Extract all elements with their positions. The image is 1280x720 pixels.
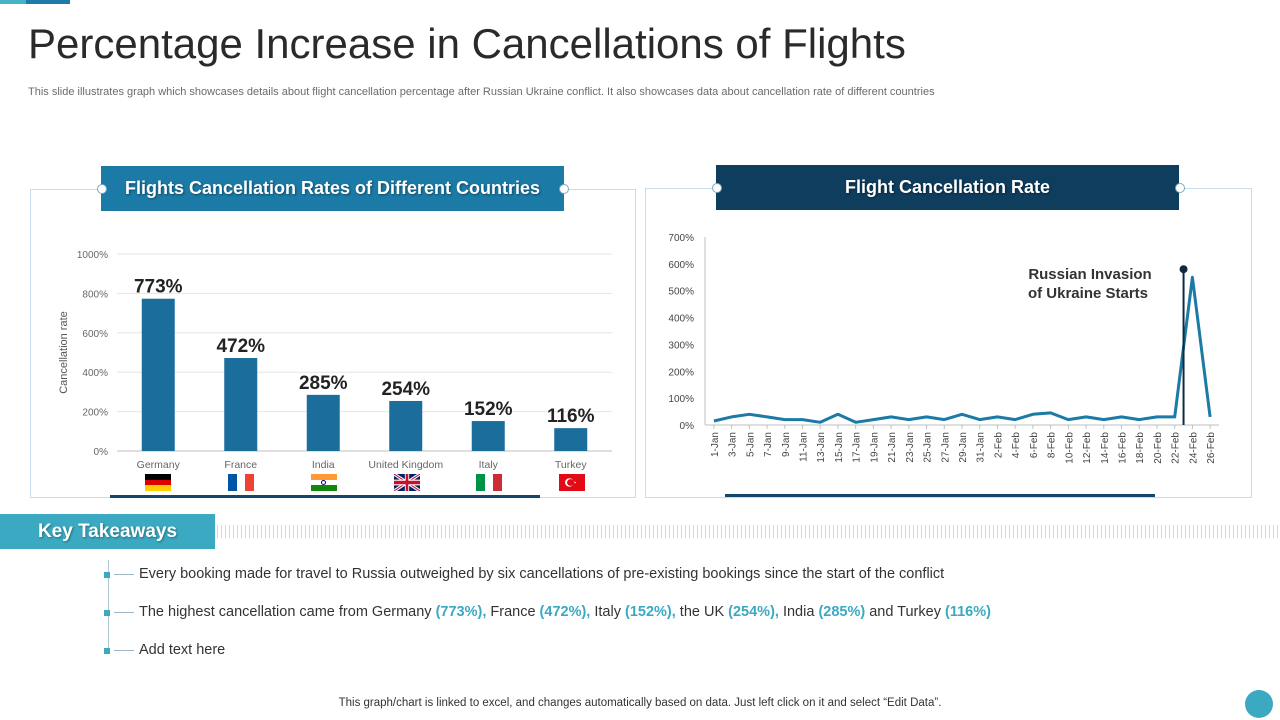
series-line [713,275,1212,424]
x-tick-label: 21-Jan [887,432,898,463]
key-takeaways-header: Key Takeaways [0,514,215,549]
y-tick-label: 500% [668,287,694,298]
x-tick-label: 26-Feb [1206,432,1217,464]
bar [554,428,588,451]
annotation-text-line1: Russian Invasion [1028,266,1151,283]
y-tick-label: 400% [668,314,694,325]
x-tick-label: United Kingdom [368,459,443,471]
x-tick-label: 29-Jan [958,432,969,463]
bar-chart-header: Flights Cancellation Rates of Different … [101,166,564,211]
header-dot-right [1175,183,1185,193]
annotation-marker [1179,265,1188,274]
header-dot-left [712,183,722,193]
italy-flag-icon [476,474,503,491]
france-flag-icon [228,474,255,491]
y-tick-label: 600% [82,329,108,340]
data-label: 472% [216,336,265,357]
bar [389,400,423,451]
x-tick-label: 25-Jan [923,432,934,463]
bullet-marker [104,648,110,654]
page-title: Percentage Increase in Cancellations of … [28,20,906,67]
y-tick-label: 800% [82,289,108,300]
takeaway-text: The highest cancellation came from Germa… [139,604,991,620]
takeaways-divider [217,525,1280,538]
x-tick-label: 12-Feb [1082,432,1093,464]
x-tick-label: 14-Feb [1100,432,1111,464]
x-tick-label: 18-Feb [1135,432,1146,464]
x-tick-label: 2-Feb [993,432,1004,459]
x-tick-label: 9-Jan [781,432,792,457]
y-axis-label: Cancellation rate [58,311,70,394]
x-tick-label: India [312,459,335,471]
data-label: 285% [299,373,348,394]
bar [306,394,340,451]
x-tick-label: 23-Jan [905,432,916,463]
header-dot-right [559,184,569,194]
x-tick-label: 16-Feb [1118,432,1129,464]
line-panel-bottom-line [725,494,1155,497]
y-tick-label: 700% [668,233,694,244]
turkey-flag-icon [559,474,585,491]
x-tick-label: Germany [137,459,181,471]
x-tick-label: 27-Jan [940,432,951,463]
y-tick-label: 1000% [77,250,108,261]
x-tick-label: Italy [479,459,499,471]
bar [224,358,258,451]
x-tick-label: 1-Jan [710,432,721,457]
data-label: 773% [134,277,183,298]
x-tick-label: 4-Feb [1011,432,1022,459]
x-tick-label: 17-Jan [852,432,863,463]
annotation-text-line2: of Ukraine Starts [1028,285,1148,302]
bullet-marker [104,572,110,578]
x-tick-label: 8-Feb [1047,432,1058,459]
x-tick-label: 6-Feb [1029,432,1040,459]
x-tick-label: 31-Jan [976,432,987,463]
corner-circle-decoration [1245,690,1273,718]
x-tick-label: 24-Feb [1188,432,1199,464]
x-tick-label: France [224,459,257,471]
y-tick-label: 100% [668,394,694,405]
x-tick-label: 19-Jan [869,432,880,463]
x-tick-label: 5-Jan [745,432,756,457]
line-chart-header: Flight Cancellation Rate [716,165,1179,210]
y-tick-label: 0% [680,421,695,432]
header-dot-left [97,184,107,194]
y-tick-label: 0% [94,447,109,458]
india-flag-icon [311,474,337,491]
y-tick-label: 400% [82,368,108,379]
bullet-marker [104,610,110,616]
y-tick-label: 300% [668,340,694,351]
footer-note: This graph/chart is linked to excel, and… [338,697,942,709]
uk-flag-icon [394,474,420,491]
x-tick-label: 10-Feb [1064,432,1075,464]
y-tick-label: 600% [668,260,694,271]
bar [471,421,505,451]
x-tick-label: 22-Feb [1171,432,1182,464]
placeholder-text[interactable]: Add text here [139,642,226,658]
page-subtitle: This slide illustrates graph which showc… [28,86,935,98]
x-tick-label: 3-Jan [728,432,739,457]
x-tick-label: 20-Feb [1153,432,1164,464]
y-tick-label: 200% [82,408,108,419]
x-tick-label: 11-Jan [798,432,809,462]
x-tick-label: Turkey [555,459,587,471]
bar-panel-bottom-line [110,495,540,498]
data-label: 152% [464,399,513,420]
bar [141,298,175,451]
x-tick-label: 15-Jan [834,432,845,463]
x-tick-label: 7-Jan [763,432,774,457]
data-label: 116% [547,406,595,427]
takeaways-timeline [108,560,109,652]
germany-flag-icon [145,474,171,491]
takeaway-text: Every booking made for travel to Russia … [139,566,945,582]
x-tick-label: 13-Jan [816,432,827,463]
corner-accent-bar-light [0,0,26,4]
y-tick-label: 200% [668,367,694,378]
corner-accent-bar [0,0,70,4]
data-label: 254% [381,379,430,400]
